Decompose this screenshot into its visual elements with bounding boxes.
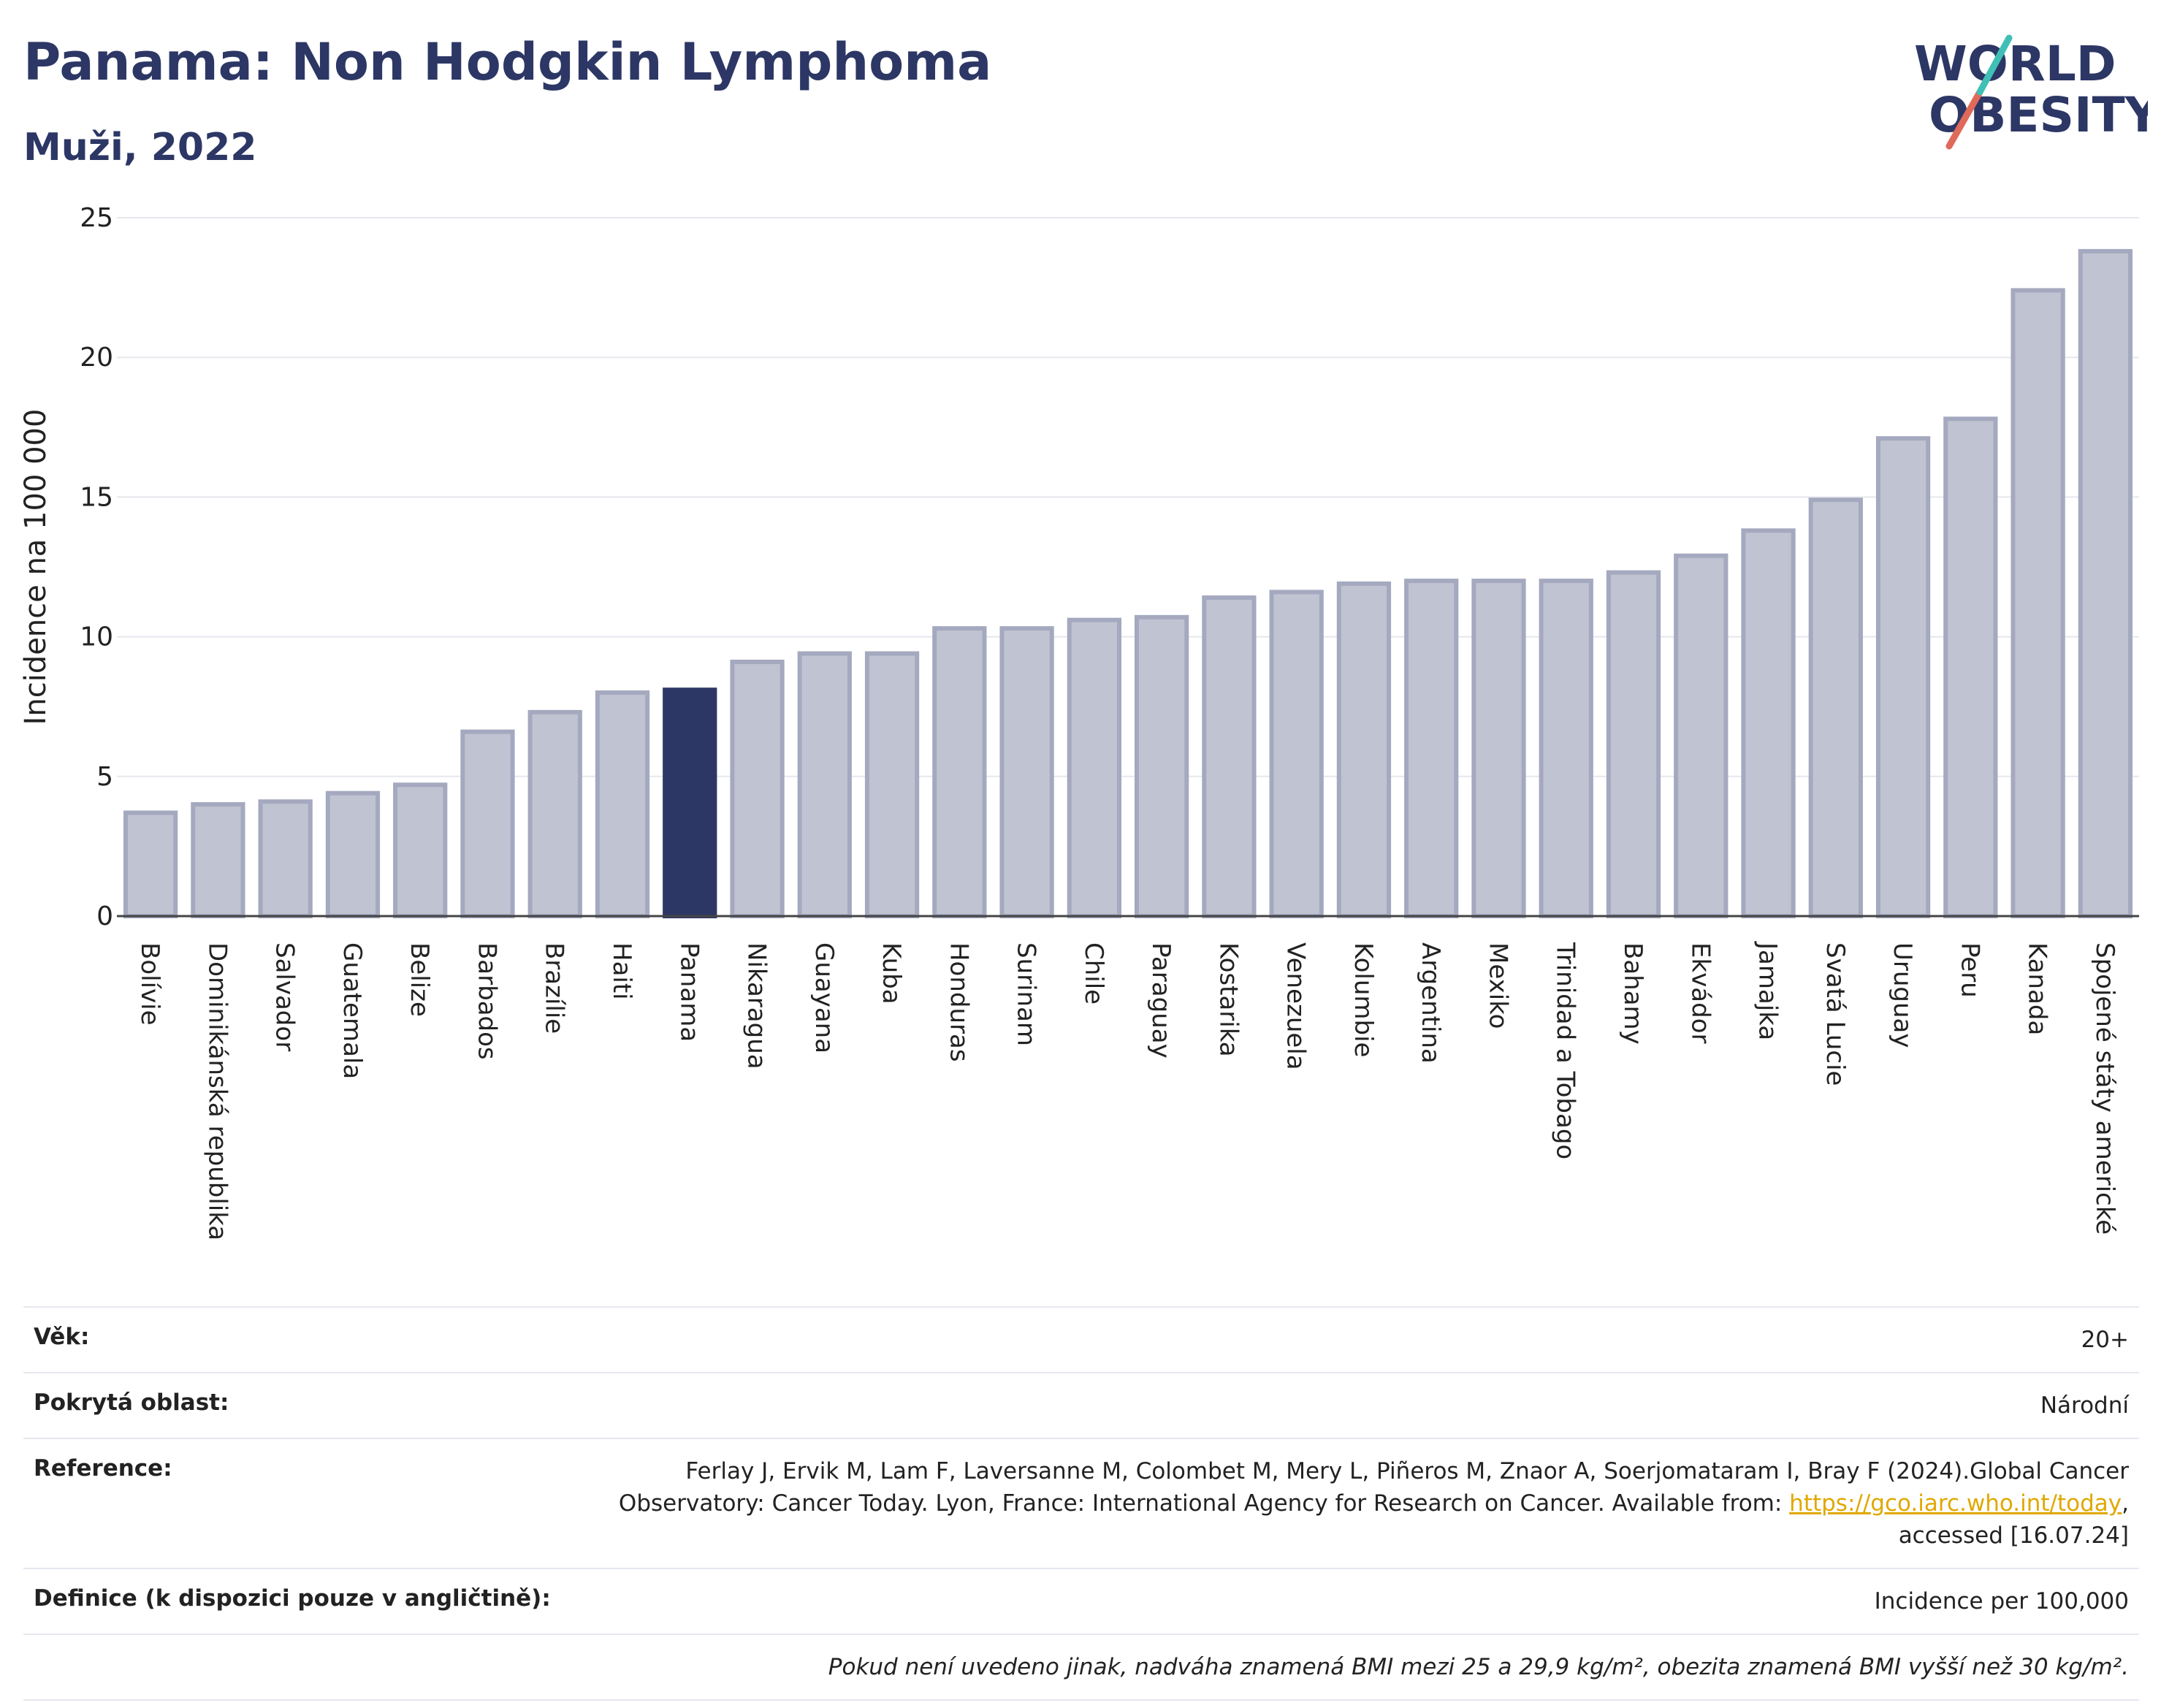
y-tick-label: 10 bbox=[80, 622, 113, 652]
y-tick-label: 5 bbox=[96, 762, 113, 792]
meta-row-note: Pokud není uvedeno jinak, nadváha znamen… bbox=[23, 1633, 2139, 1701]
x-tick-label: Bolívie bbox=[135, 942, 164, 1026]
chart-title: Panama: Non Hodgkin Lymphoma bbox=[23, 32, 992, 92]
x-tick-label: Uruguay bbox=[1888, 942, 1917, 1048]
bar-highlight bbox=[663, 687, 717, 918]
reference-label: Reference: bbox=[34, 1455, 172, 1482]
logo-line1: WORLD bbox=[1914, 36, 2116, 92]
x-tick-label: Venezuela bbox=[1281, 942, 1311, 1070]
logo-slash-teal bbox=[1976, 34, 2013, 96]
reference-text: Ferlay J, Ervik M, Lam F, Laversanne M, … bbox=[618, 1458, 2129, 1517]
x-tick-label: Dominikánská republika bbox=[202, 942, 232, 1240]
bar bbox=[1875, 436, 1931, 918]
bar bbox=[191, 802, 245, 919]
definition-label: Definice (k dispozici pouze v angličtině… bbox=[34, 1585, 551, 1612]
y-axis-ticks: 0 5 10 15 20 25 bbox=[80, 203, 113, 931]
x-tick-label: Ekvádor bbox=[1685, 942, 1715, 1044]
bar bbox=[1067, 617, 1122, 918]
reference-link[interactable]: https://gco.iarc.who.int/today bbox=[1789, 1490, 2122, 1517]
meta-row-coverage: Pokrytá oblast: Národní bbox=[23, 1372, 2139, 1438]
definition-value: Incidence per 100,000 bbox=[1874, 1588, 2129, 1614]
meta-row-age: Věk: 20+ bbox=[23, 1306, 2139, 1372]
grid-lines bbox=[117, 217, 2139, 777]
bar bbox=[1674, 553, 1729, 918]
bars bbox=[123, 248, 2133, 919]
age-label: Věk: bbox=[34, 1324, 90, 1350]
x-tick-label: Panama bbox=[674, 942, 704, 1042]
y-tick-label: 15 bbox=[80, 482, 113, 512]
x-tick-label: Argentina bbox=[1416, 942, 1445, 1064]
x-tick-label: Chile bbox=[1079, 942, 1108, 1004]
world-obesity-logo: WORLD OBESITY bbox=[1914, 34, 2148, 150]
x-tick-label: Bahamy bbox=[1618, 942, 1647, 1045]
bar bbox=[1202, 595, 1257, 919]
x-tick-label: Jamajka bbox=[1753, 941, 1783, 1040]
x-tick-label: Guayana bbox=[809, 942, 839, 1053]
bar bbox=[1404, 579, 1459, 918]
bar bbox=[730, 660, 785, 918]
y-tick-label: 0 bbox=[96, 901, 113, 931]
x-tick-label: Brazílie bbox=[540, 942, 569, 1034]
x-tick-label: Kolumbie bbox=[1349, 942, 1378, 1057]
bar bbox=[1808, 497, 1863, 918]
x-tick-label: Surinam bbox=[1012, 942, 1041, 1046]
bar bbox=[1134, 614, 1189, 918]
x-tick-label: Trinidad a Tobago bbox=[1551, 942, 1580, 1159]
x-tick-label: Paraguay bbox=[1146, 942, 1175, 1059]
bar bbox=[258, 799, 313, 918]
x-tick-label: Kostarika bbox=[1213, 942, 1243, 1057]
bar bbox=[999, 626, 1054, 918]
bar bbox=[595, 690, 650, 919]
x-tick-label: Kuba bbox=[877, 942, 906, 1004]
meta-row-reference: Reference: Ferlay J, Ervik M, Lam F, Lav… bbox=[23, 1438, 2139, 1568]
bmi-note: Pokud není uvedeno jinak, nadváha znamen… bbox=[828, 1654, 2129, 1680]
bar bbox=[1741, 528, 1796, 918]
bar bbox=[1336, 581, 1392, 918]
reference-value: Ferlay J, Ervik M, Lam F, Laversanne M, … bbox=[595, 1455, 2129, 1552]
x-tick-label: Salvador bbox=[270, 942, 300, 1051]
meta-row-definition: Definice (k dispozici pouze v angličtině… bbox=[23, 1568, 2139, 1633]
x-tick-label: Haiti bbox=[607, 942, 636, 1000]
bar bbox=[1943, 416, 1998, 918]
x-tick-label: Spojené státy americké bbox=[2090, 942, 2119, 1235]
chart-subtitle: Muži, 2022 bbox=[23, 126, 257, 169]
x-tick-label: Svatá Lucie bbox=[1821, 942, 1850, 1086]
metadata-table: Věk: 20+ Pokrytá oblast: Národní Referen… bbox=[23, 1306, 2139, 1701]
bar bbox=[1606, 570, 1661, 918]
x-tick-label: Guatemala bbox=[338, 942, 367, 1079]
x-tick-label: Peru bbox=[1955, 942, 1984, 998]
y-tick-label: 20 bbox=[80, 343, 113, 373]
x-tick-label: Mexiko bbox=[1483, 942, 1512, 1029]
logo-slash-red bbox=[1945, 88, 1983, 150]
y-axis-label: Incidence na 100 000 bbox=[19, 409, 53, 725]
bar bbox=[460, 729, 515, 919]
y-tick-label: 25 bbox=[80, 203, 113, 233]
x-tick-label: Belize bbox=[405, 942, 434, 1017]
bar bbox=[527, 709, 582, 919]
bar bbox=[797, 651, 852, 918]
x-axis-labels: Bolívie Dominikánská republika Salvador Gua… bbox=[135, 941, 2119, 1240]
bar bbox=[2078, 248, 2133, 918]
bar bbox=[393, 782, 448, 918]
bar bbox=[864, 651, 920, 918]
bar bbox=[123, 810, 178, 918]
x-tick-label: Kanada bbox=[2023, 942, 2052, 1035]
reference-tail: , accessed [16.07.24] bbox=[1898, 1490, 2129, 1549]
coverage-label: Pokrytá oblast: bbox=[34, 1389, 229, 1416]
bar bbox=[325, 790, 381, 919]
x-tick-label: Nikaragua bbox=[742, 942, 771, 1070]
bar bbox=[1269, 590, 1324, 919]
coverage-value: Národní bbox=[2040, 1392, 2129, 1419]
bar bbox=[1471, 579, 1526, 918]
bar bbox=[1539, 579, 1593, 918]
bar bbox=[2011, 288, 2065, 918]
bar-chart: 0 5 10 15 20 25 Bolívie Dominikánská republika… bbox=[19, 203, 2139, 1240]
bar bbox=[932, 626, 987, 918]
age-value: 20+ bbox=[2081, 1327, 2129, 1353]
x-tick-label: Barbados bbox=[472, 942, 501, 1060]
x-tick-label: Honduras bbox=[944, 942, 973, 1062]
